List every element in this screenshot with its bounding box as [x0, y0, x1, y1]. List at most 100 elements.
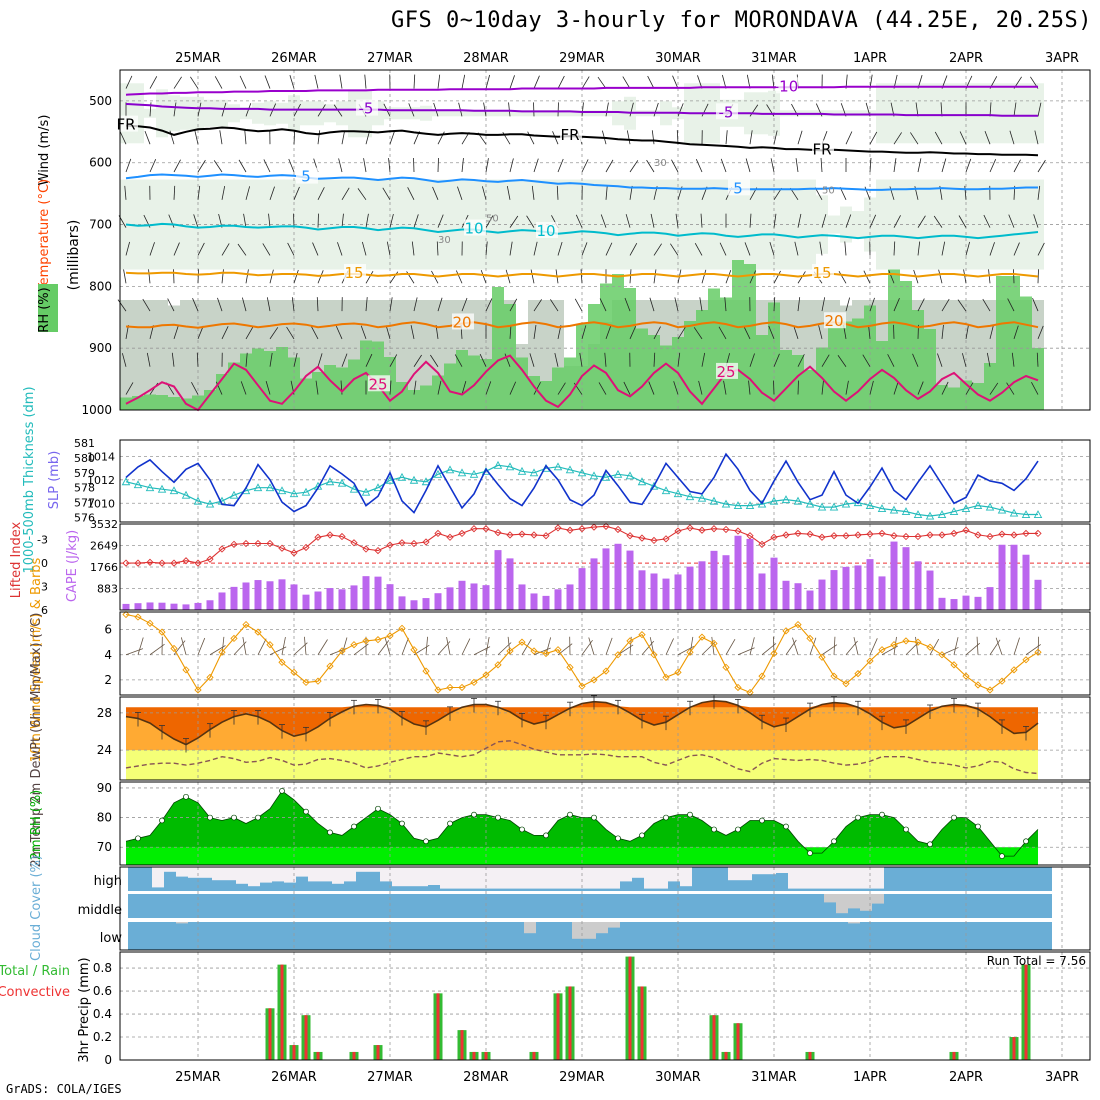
wind-barb [341, 187, 350, 201]
cloud-bar-high [884, 867, 896, 891]
lifted-index-point [950, 529, 958, 538]
wind-barb [361, 241, 367, 256]
cloud-bar-high [860, 888, 872, 891]
wind-barb [653, 243, 662, 256]
wind-barb [557, 75, 565, 89]
wind-barb [869, 380, 874, 395]
cloud-bar-middle [416, 894, 428, 918]
lifted-index-point [470, 525, 478, 533]
thickness-point [805, 499, 815, 508]
precip-conv-bar [808, 1051, 812, 1060]
rh-contour-label: 50 [822, 186, 835, 197]
surface-wind-barb [401, 637, 409, 655]
wind-barb [910, 132, 919, 145]
wind-barb [193, 214, 199, 228]
cape-bar [530, 593, 538, 610]
rh-point [951, 814, 957, 821]
cloud-bar-low [728, 922, 740, 950]
cape-bar [350, 585, 358, 610]
wind-barb [389, 213, 394, 228]
wind-barb [625, 214, 631, 228]
cloud-bar-high [908, 867, 920, 891]
rh-shade-low [408, 300, 420, 410]
rh-point [903, 826, 909, 833]
cloud-bar-high [680, 886, 692, 891]
wind-speed-point [422, 667, 430, 675]
cloud-bar-middle [164, 894, 176, 918]
wind-barb [286, 326, 295, 340]
cloud-bar-middle [344, 894, 356, 918]
surface-wind-barb [521, 639, 532, 655]
wind-barb [746, 74, 751, 89]
wind-barb [526, 215, 535, 228]
wind-barb [838, 270, 847, 284]
cape-bar [926, 570, 934, 610]
wind-barb [893, 381, 899, 395]
wind-speed-point [518, 638, 526, 646]
wind-barb [509, 324, 512, 339]
rh-shade-saturated [564, 357, 576, 410]
panel-frame [119, 69, 1091, 411]
thickness-point [421, 477, 431, 486]
wind-barb [989, 102, 992, 117]
cloud-bar-high [608, 888, 620, 891]
wind-barb [989, 242, 995, 256]
date-label-top: 29MAR [559, 51, 605, 66]
wind-barb [724, 297, 727, 312]
lifted-index-point [530, 531, 538, 539]
wind-barb [436, 241, 439, 256]
wind-barb [1036, 352, 1039, 367]
wind-barb [485, 241, 488, 256]
wind-barb [454, 354, 463, 367]
cloud-bar-middle [644, 894, 656, 918]
rh-point [207, 814, 213, 821]
cloud-bar-high [1028, 867, 1040, 891]
lifted-index-point [362, 545, 370, 553]
wind-barb [335, 325, 343, 340]
cape-bar [494, 550, 502, 610]
wind-barb [245, 269, 249, 284]
cloud-bar-high [776, 873, 788, 891]
wind-barb [386, 241, 391, 256]
wind-barb [821, 297, 826, 312]
slp-panel-background [120, 440, 1090, 522]
wind-speed-point [914, 638, 922, 646]
lifted-index-point [866, 530, 874, 538]
wind-speed-point [302, 678, 310, 687]
wind-barb [797, 130, 803, 145]
cloud-bar-middle [248, 894, 260, 918]
wind-barb [893, 158, 897, 173]
wind-barb [581, 102, 584, 117]
wind-barb [509, 158, 514, 173]
cloud-bar-middle [632, 894, 644, 918]
cloud-bar-high [368, 871, 380, 891]
wind-speed-point [986, 686, 994, 694]
thickness-point [181, 490, 191, 499]
cloud-bar-low [860, 922, 872, 950]
wind-barb [389, 297, 393, 312]
isotherm-label-bg [296, 167, 318, 184]
cloud-bar-middle [860, 910, 872, 918]
wind-barb [604, 352, 607, 367]
lifted-index-point [386, 541, 394, 549]
cape-bar [914, 561, 922, 610]
cloud-band-background [524, 867, 536, 891]
lifted-index-point [218, 545, 226, 553]
cloud-bar-high [212, 880, 224, 891]
precip-conv-bar [556, 993, 560, 1060]
wind-barb [341, 130, 346, 145]
surface-wind-barb [446, 637, 451, 655]
wind-barb [293, 269, 299, 284]
rh-shade-high [204, 99, 216, 127]
wind-barb [743, 326, 751, 340]
cape-bar [290, 584, 298, 610]
wind-barb [649, 297, 655, 312]
wind-barb [413, 74, 416, 89]
cloud-bar-low [836, 922, 848, 950]
lifted-index-point [638, 534, 646, 542]
wind-speed-point [950, 661, 958, 669]
thickness-point [841, 499, 851, 508]
rh-shade-high [516, 110, 528, 117]
thickness-point [337, 478, 347, 487]
wind-barb [173, 159, 181, 173]
